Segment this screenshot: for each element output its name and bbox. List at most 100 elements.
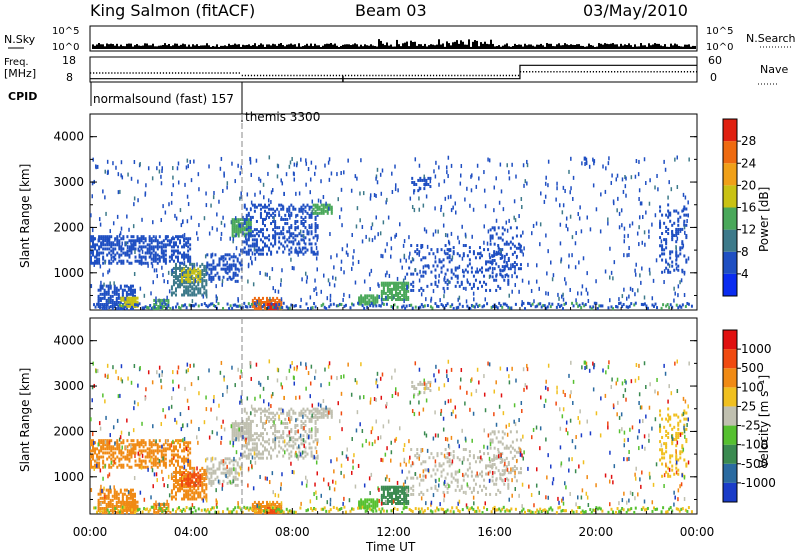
range-cell (232, 271, 235, 275)
range-cell (120, 247, 123, 251)
frequency-point (393, 74, 395, 77)
range-cell (103, 294, 106, 298)
range-cell (357, 301, 360, 305)
range-cell (210, 267, 213, 271)
range-cell (120, 245, 123, 249)
range-cell (326, 407, 329, 411)
range-cell (109, 284, 112, 288)
range-cell (530, 304, 533, 308)
range-cell (405, 283, 408, 287)
range-cell (316, 430, 319, 434)
range-cell (157, 502, 160, 506)
range-cell (456, 280, 459, 284)
range-cell (602, 164, 604, 169)
noise-left-label: N.Sky (4, 33, 36, 46)
range-cell (611, 173, 613, 178)
range-cell (309, 190, 311, 195)
range-cell (104, 169, 107, 174)
range-cell (483, 224, 485, 229)
range-cell (282, 440, 285, 444)
frequency-point (623, 71, 625, 73)
range-cell (401, 305, 404, 309)
range-cell (615, 305, 618, 309)
range-cell (450, 276, 453, 280)
range-cell (523, 183, 525, 188)
range-cell (290, 444, 293, 448)
range-cell (121, 241, 123, 246)
range-cell (286, 411, 289, 415)
range-cell (201, 279, 204, 283)
range-cell (476, 286, 479, 290)
range-cell (266, 211, 269, 215)
range-cell (134, 243, 137, 247)
range-cell (442, 258, 445, 262)
range-cell (486, 302, 489, 306)
range-cell (270, 511, 273, 515)
range-cell (270, 207, 273, 211)
range-cell (599, 229, 602, 234)
noise-bar (268, 44, 270, 49)
range-cell (142, 441, 145, 445)
frequency-point (614, 71, 616, 73)
range-cell (586, 215, 589, 220)
range-cell (543, 304, 546, 308)
range-cell (210, 459, 213, 463)
range-cell (456, 274, 459, 278)
range-cell (257, 511, 260, 515)
range-cell (128, 247, 131, 251)
range-cell (420, 246, 423, 250)
range-cell (116, 241, 119, 245)
range-cell (675, 250, 678, 254)
range-cell (511, 252, 514, 256)
range-cell (172, 237, 175, 241)
range-cell (314, 305, 317, 309)
range-cell (185, 493, 188, 497)
range-cell (92, 243, 95, 247)
range-cell (215, 294, 218, 299)
range-cell (131, 290, 134, 294)
range-cell (187, 491, 190, 495)
range-cell (675, 240, 678, 244)
range-cell (92, 439, 95, 443)
range-cell (239, 430, 242, 434)
range-cell (92, 457, 95, 461)
range-cell (274, 428, 277, 432)
range-cell (172, 441, 175, 445)
range-cell (270, 502, 273, 506)
range-cell (270, 417, 273, 421)
range-cell (468, 250, 471, 254)
noise-bar (312, 46, 314, 49)
range-cell (253, 203, 256, 207)
range-cell (308, 215, 311, 219)
range-cell (288, 452, 291, 456)
noise-bar (102, 44, 104, 49)
range-cell (310, 160, 313, 165)
range-cell (314, 222, 317, 226)
range-cell (146, 251, 149, 255)
range-cell (226, 457, 229, 461)
range-cell (179, 264, 182, 268)
range-cell (118, 239, 121, 243)
range-cell (416, 272, 419, 276)
range-cell (684, 304, 687, 308)
range-cell (460, 282, 463, 286)
range-cell (236, 483, 239, 487)
range-cell (618, 297, 620, 302)
range-cell (432, 264, 435, 268)
range-cell (643, 302, 646, 306)
noise-bar (322, 45, 324, 49)
range-cell (522, 163, 525, 168)
range-cell (395, 285, 398, 289)
range-cell (685, 260, 688, 264)
range-cell (352, 255, 354, 260)
range-cell (161, 168, 163, 173)
range-cell (444, 252, 447, 256)
range-cell (110, 235, 113, 239)
range-cell (191, 281, 194, 285)
range-cell (241, 452, 244, 456)
range-cell (233, 430, 236, 434)
range-cell (134, 296, 137, 300)
range-cell (193, 471, 196, 475)
range-cell (386, 289, 389, 293)
range-cell (138, 253, 141, 257)
